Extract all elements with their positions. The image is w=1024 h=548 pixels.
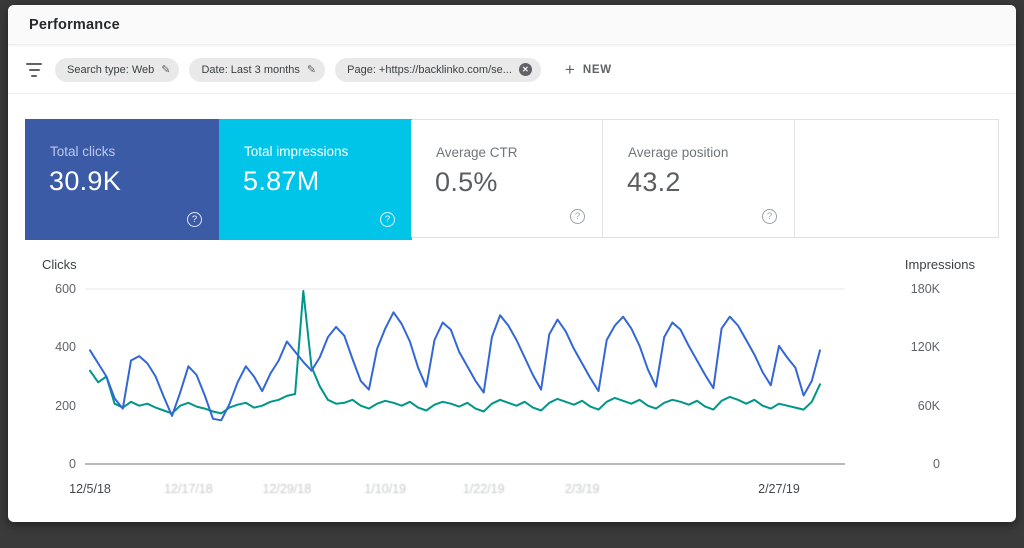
filter-list-icon[interactable] — [25, 62, 43, 77]
filter-chip-label: Date: Last 3 months — [201, 63, 300, 76]
card-average-position[interactable]: Average position 43.2 ? — [603, 120, 795, 237]
card-label: Total clicks — [50, 144, 116, 159]
filter-chip-page[interactable]: Page: +https://backlinko.com/se... ✕ — [335, 57, 541, 82]
y-axis-tick-clicks: 200 — [55, 398, 76, 413]
y-axis-tick-impressions: 120K — [910, 340, 940, 355]
filter-bar: Search type: Web ✎ Date: Last 3 months ✎… — [8, 46, 1016, 94]
right-axis-title: Impressions — [904, 257, 975, 272]
y-axis-tick-impressions: 180K — [910, 282, 940, 296]
search-console-window: Performance Search type: Web ✎ Date: Las… — [8, 5, 1016, 522]
y-axis-tick-impressions: 60K — [917, 398, 940, 413]
y-axis-tick-clicks: 600 — [55, 282, 76, 296]
card-value: 43.2 — [627, 167, 681, 197]
filter-chip-label: Search type: Web — [67, 63, 155, 76]
x-axis-tick: 12/29/18 — [262, 482, 312, 496]
edit-pencil-icon: ✎ — [161, 64, 171, 76]
help-icon[interactable]: ? — [762, 209, 777, 224]
card-value: 0.5% — [435, 167, 498, 197]
card-value: 5.87M — [243, 166, 320, 196]
card-label: Total impressions — [244, 144, 349, 159]
x-axis-tick: 1/22/19 — [462, 482, 505, 496]
remove-filter-icon[interactable]: ✕ — [518, 63, 532, 76]
card-total-impressions[interactable]: Total impressions 5.87M ? — [219, 119, 412, 240]
edit-pencil-icon: ✎ — [306, 64, 317, 76]
chart-plot — [85, 288, 845, 465]
card-label: Average CTR — [436, 145, 518, 160]
card-value: 30.9K — [49, 166, 122, 196]
help-icon[interactable]: ? — [187, 212, 202, 227]
card-label: Average position — [628, 145, 729, 160]
x-axis-tick: 12/17/18 — [164, 482, 213, 496]
filter-chip-search-type[interactable]: Search type: Web ✎ — [55, 57, 180, 82]
plus-icon: + — [564, 60, 575, 79]
help-icon[interactable]: ? — [380, 212, 395, 227]
card-total-clicks[interactable]: Total clicks 30.9K ? — [25, 119, 219, 240]
clicks-line — [89, 311, 821, 422]
x-axis-tick: 12/5/18 — [69, 482, 111, 496]
x-axis-tick: 1/10/19 — [364, 482, 407, 496]
x-axis-tick: 2/3/19 — [564, 482, 600, 496]
filter-chip-date-range[interactable]: Date: Last 3 months ✎ — [189, 57, 326, 82]
new-filter-label: NEW — [582, 63, 612, 76]
y-axis-tick-impressions: 0 — [933, 457, 940, 471]
y-axis-tick-clicks: 0 — [69, 457, 76, 471]
new-filter-button[interactable]: + NEW — [565, 61, 612, 78]
left-axis-title: Clicks — [42, 257, 77, 272]
help-icon[interactable]: ? — [570, 209, 585, 224]
metric-cards: Total clicks 30.9K ? Total impressions 5… — [25, 119, 999, 240]
y-axis-tick-clicks: 400 — [55, 340, 76, 355]
filter-chip-label: Page: +https://backlinko.com/se... — [347, 63, 512, 76]
top-bar: Performance — [8, 5, 1016, 45]
x-axis-tick: 2/27/19 — [758, 482, 800, 496]
page-title: Performance — [29, 17, 120, 33]
card-average-ctr[interactable]: Average CTR 0.5% ? — [411, 120, 603, 237]
impressions-line — [89, 289, 821, 415]
